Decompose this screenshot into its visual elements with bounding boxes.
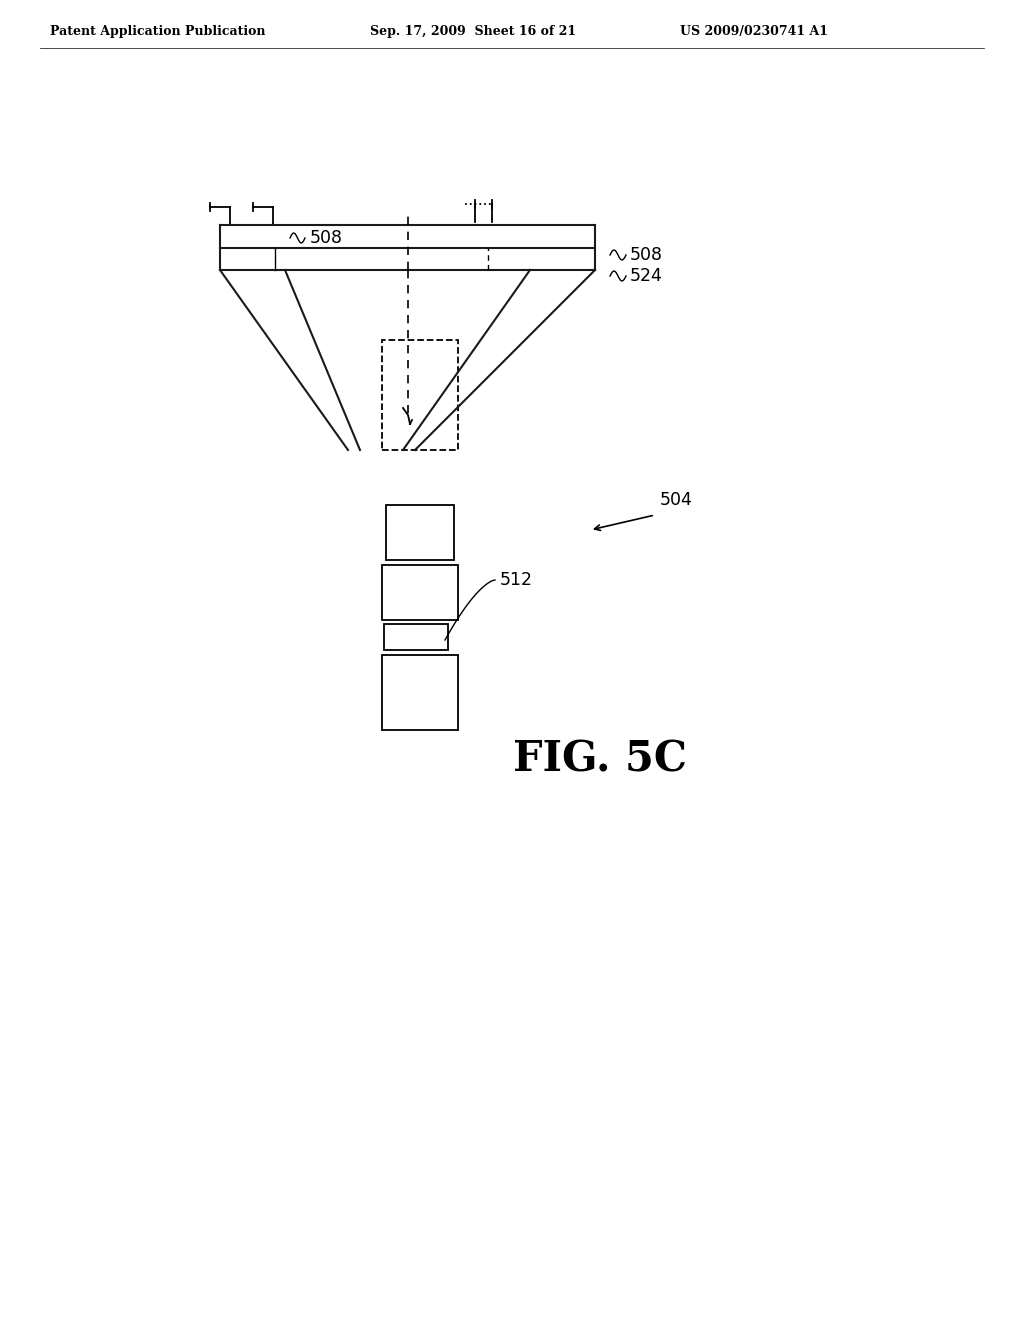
Bar [382,341,458,450]
Bar [382,565,458,620]
Bar [384,624,449,649]
Bar [382,655,458,730]
Bar [382,565,458,620]
Text: US 2009/0230741 A1: US 2009/0230741 A1 [680,25,828,38]
Text: 512: 512 [500,572,534,589]
Text: 524: 524 [630,267,663,285]
Bar [382,341,458,450]
Text: Sep. 17, 2009  Sheet 16 of 21: Sep. 17, 2009 Sheet 16 of 21 [370,25,577,38]
Bar [382,655,458,730]
Bar [386,506,454,560]
Text: 504: 504 [660,491,693,510]
Bar [384,624,449,649]
Text: 508: 508 [630,246,663,264]
Text: FIG. 5C: FIG. 5C [513,739,687,781]
Text: Patent Application Publication: Patent Application Publication [50,25,265,38]
Bar [386,506,454,560]
Text: 508: 508 [310,228,343,247]
